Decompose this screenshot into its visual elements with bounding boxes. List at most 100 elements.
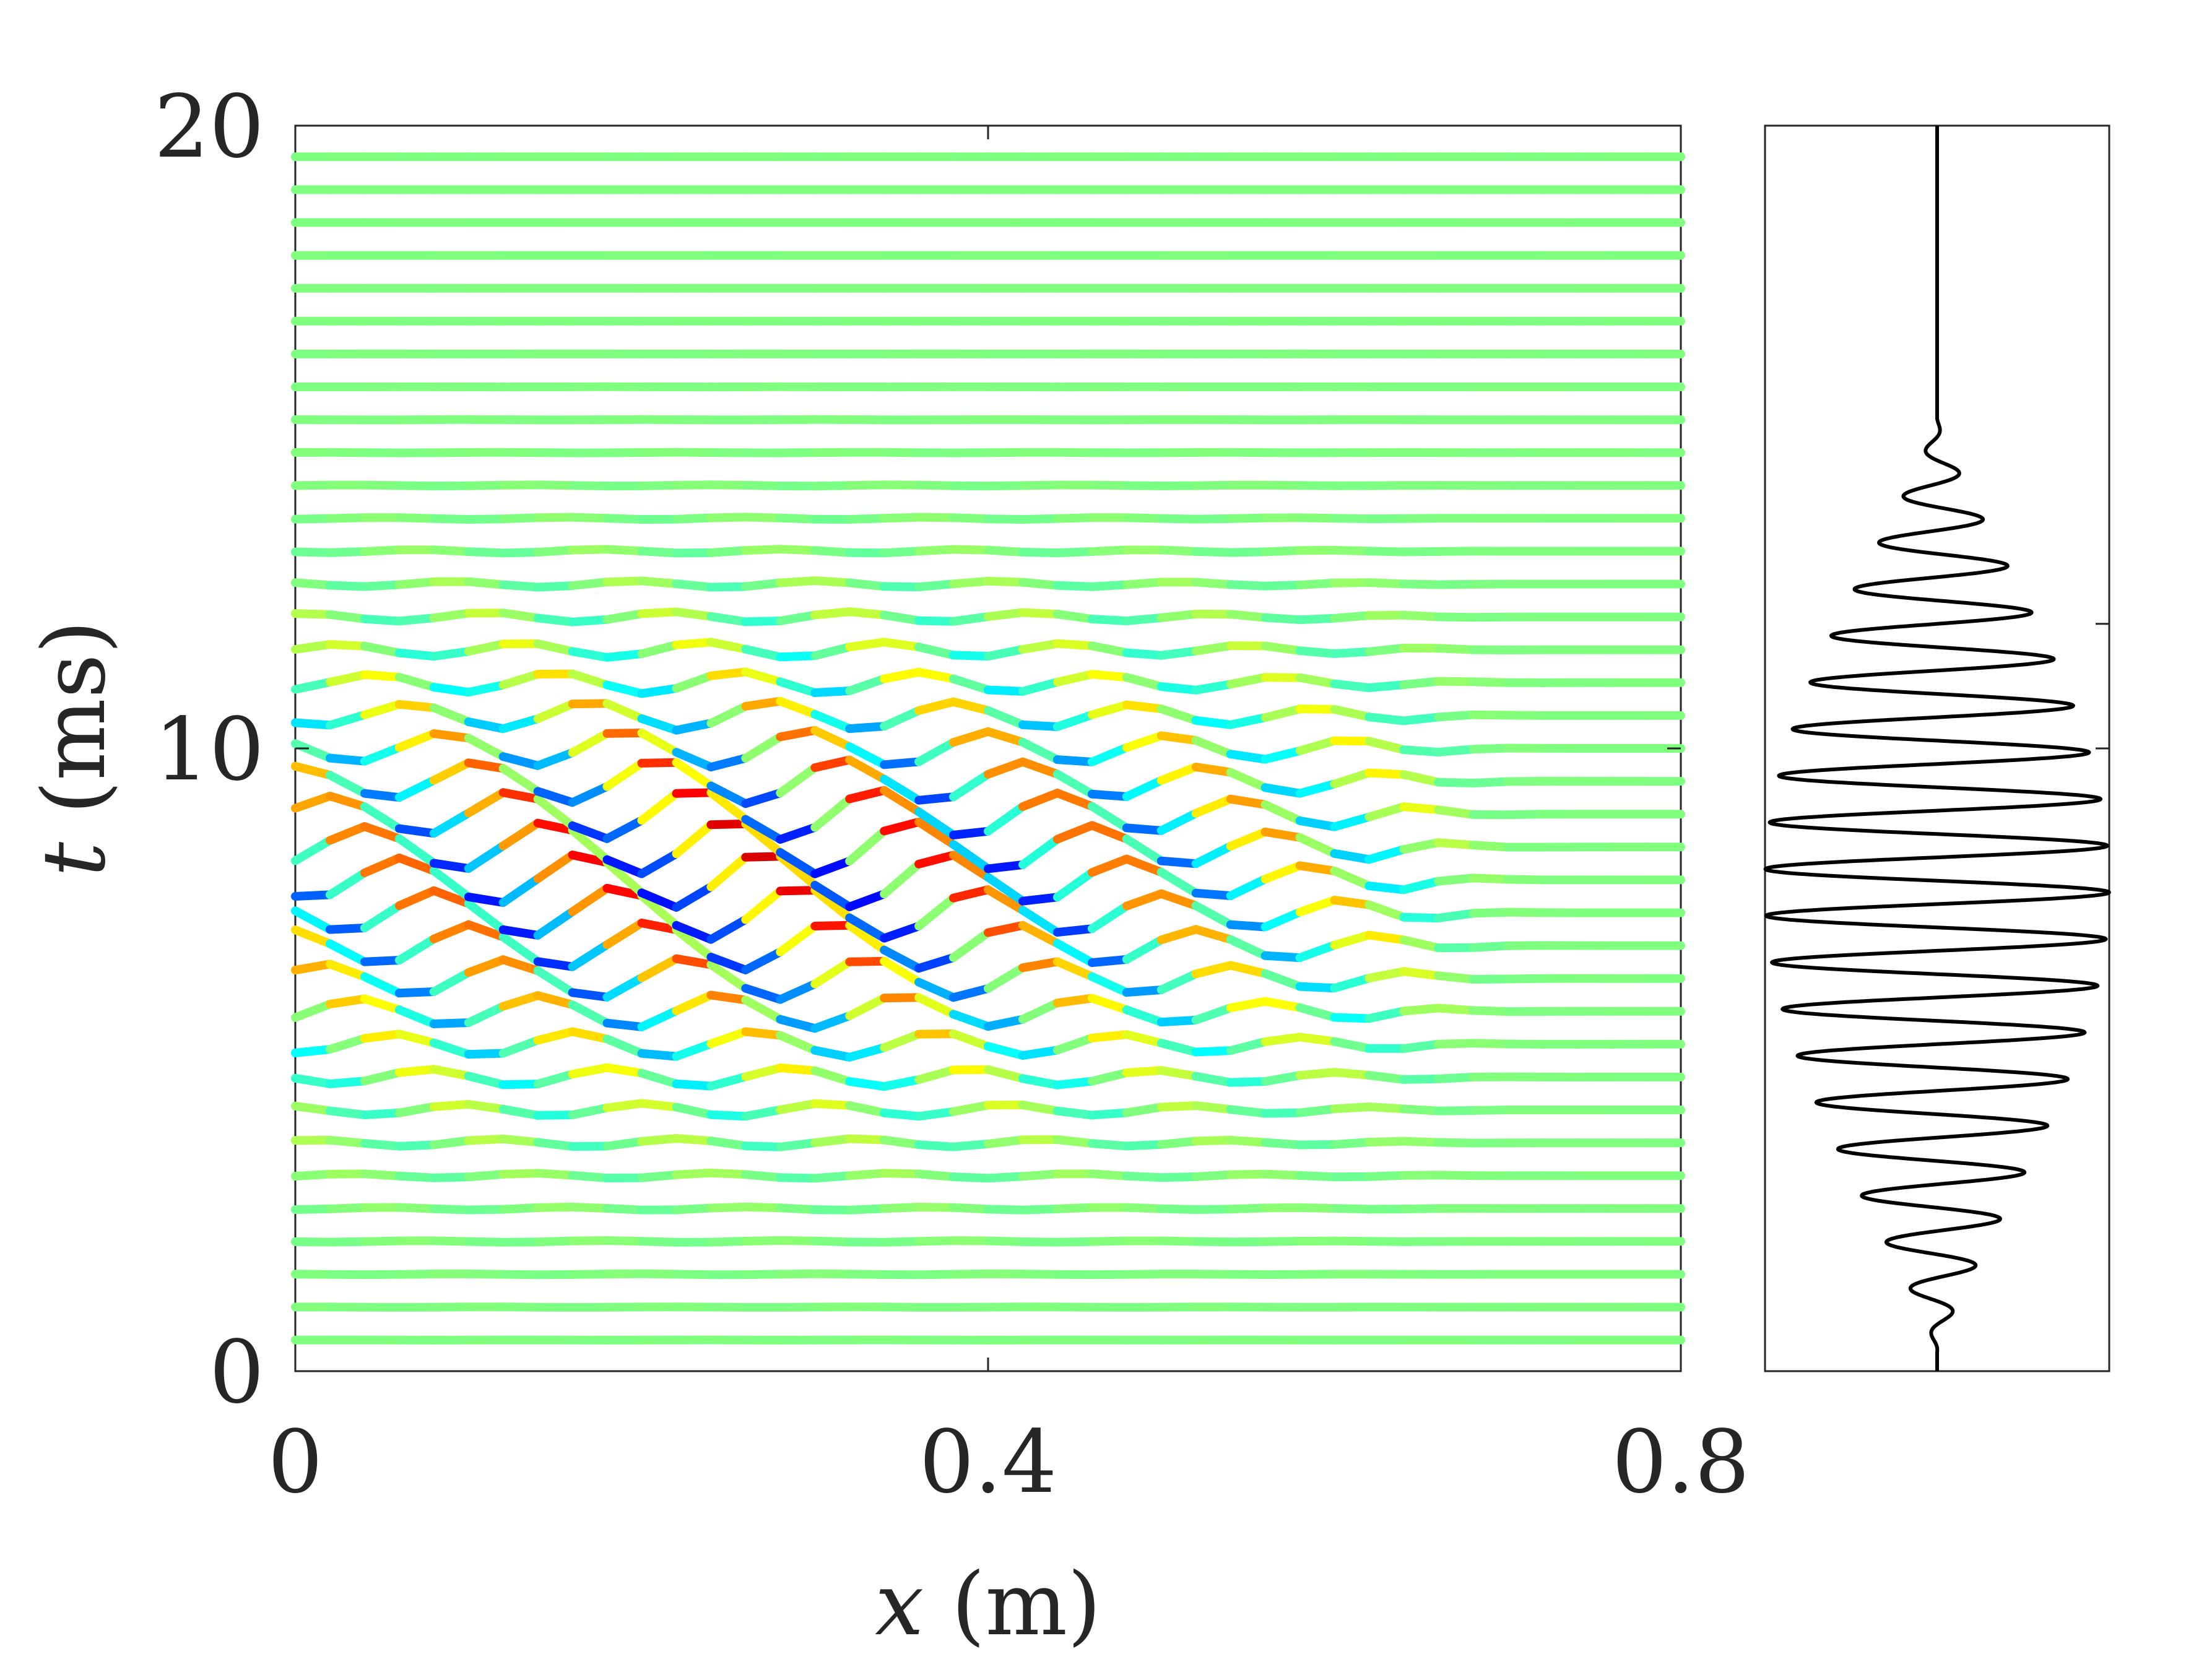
- trace-segment: [845, 722, 889, 734]
- trace-segment: [1156, 1039, 1200, 1057]
- trace-segment: [1399, 877, 1443, 894]
- trace-segment: [498, 513, 542, 524]
- trace-segment: [291, 578, 334, 590]
- trace-segment: [291, 959, 334, 975]
- trace-segment: [464, 577, 508, 589]
- trace-segment: [1191, 1270, 1235, 1279]
- trace-segment: [1260, 783, 1304, 798]
- trace-segment: [568, 1270, 612, 1279]
- trace-segment: [637, 1237, 681, 1247]
- trace-segment: [394, 834, 438, 868]
- trace-segment: [568, 481, 612, 491]
- trace-segment: [1191, 1072, 1235, 1087]
- trace-segment: [1087, 641, 1131, 657]
- trace-segment: [706, 1168, 750, 1179]
- trace-segment: [810, 1046, 854, 1062]
- trace-segment: [880, 757, 924, 769]
- trace-line: [291, 1134, 1685, 1151]
- trace-segment: [360, 480, 404, 490]
- trace-segment: [949, 1269, 992, 1279]
- trace-segment: [706, 1202, 750, 1213]
- trace-segment: [1156, 1066, 1200, 1081]
- trace-segment: [1434, 838, 1478, 850]
- trace-segment: [464, 680, 508, 697]
- trace-segment: [429, 866, 473, 901]
- trace-segment: [637, 729, 681, 757]
- trace-segment: [984, 885, 1027, 915]
- trace-segment: [360, 972, 404, 998]
- trace-segment: [394, 481, 438, 491]
- trace-segment: [706, 960, 750, 993]
- trace-segment: [1295, 1068, 1339, 1080]
- trace-segment: [360, 789, 404, 802]
- trace-segment: [880, 1135, 924, 1150]
- trace-segment: [1018, 998, 1062, 1024]
- trace-segment: [1434, 971, 1478, 984]
- trace-segment: [326, 1135, 369, 1148]
- trace-segment: [1122, 1203, 1166, 1213]
- trace-segment: [1399, 1074, 1443, 1084]
- trace-segment: [498, 1080, 542, 1089]
- trace-segment: [1468, 941, 1512, 952]
- trace-segment: [602, 1099, 646, 1112]
- trace-segment: [1295, 1033, 1339, 1046]
- trace-segment: [914, 977, 958, 1002]
- trace-segment: [394, 776, 438, 802]
- trace-segment: [568, 940, 612, 971]
- trace-segment: [360, 1236, 404, 1246]
- trace-segment: [914, 817, 958, 849]
- trace-segment: [394, 700, 438, 713]
- trace-segment: [1018, 1169, 1062, 1181]
- trace-segment: [949, 697, 992, 715]
- trace-segment: [326, 670, 369, 687]
- trace-segment: [637, 849, 681, 878]
- trace-segment: [291, 678, 334, 694]
- trace-segment: [1468, 974, 1512, 984]
- trace-segment: [1226, 1077, 1270, 1087]
- trace-segment: [1087, 1236, 1131, 1246]
- trace-segment: [429, 1018, 473, 1028]
- trace-segment: [1226, 1037, 1270, 1055]
- trace-segment: [429, 1136, 473, 1150]
- trace-segment: [1122, 1171, 1166, 1182]
- trace-segment: [672, 1270, 716, 1280]
- trace-segment: [706, 513, 750, 522]
- trace-segment: [1226, 580, 1270, 591]
- trace-segment: [1087, 789, 1131, 801]
- trace-segment: [394, 1171, 438, 1182]
- trace-segment: [1399, 745, 1443, 756]
- trace-segment: [1226, 920, 1270, 932]
- trace-segment: [741, 667, 785, 687]
- trace-segment: [394, 1270, 438, 1279]
- trace-segment: [394, 513, 438, 523]
- trace-segment: [1087, 854, 1131, 877]
- trace-segment: [741, 789, 785, 808]
- trace-segment: [360, 614, 404, 626]
- trace-segment: [706, 819, 750, 830]
- trace-segment: [394, 1140, 438, 1151]
- trace-line: [291, 513, 1685, 524]
- trace-line: [291, 545, 1685, 558]
- trace-segment: [1018, 1074, 1062, 1089]
- trace-segment: [568, 1027, 612, 1044]
- trace-segment: [1052, 789, 1096, 811]
- trace-segment: [1156, 763, 1200, 785]
- trace-segment: [1018, 578, 1062, 590]
- trace-segment: [1260, 861, 1304, 884]
- y-tick-label: 10: [154, 700, 264, 800]
- trace-segment: [568, 1063, 612, 1079]
- trace-segment: [498, 714, 542, 734]
- trace-segment: [1468, 841, 1512, 852]
- trace-segment: [533, 851, 577, 883]
- trace-segment: [1399, 514, 1443, 523]
- trace-segment: [1052, 1076, 1096, 1089]
- trace-segment: [706, 1110, 750, 1121]
- trace-segment: [914, 1169, 958, 1182]
- trace-segment: [602, 680, 646, 698]
- trace-segment: [1399, 1104, 1443, 1115]
- trace-segment: [568, 647, 612, 662]
- trace-segment: [845, 1169, 889, 1180]
- x-tick-label: 0.8: [1612, 1412, 1750, 1513]
- trace-segment: [1018, 639, 1062, 654]
- trace-segment: [1191, 961, 1235, 979]
